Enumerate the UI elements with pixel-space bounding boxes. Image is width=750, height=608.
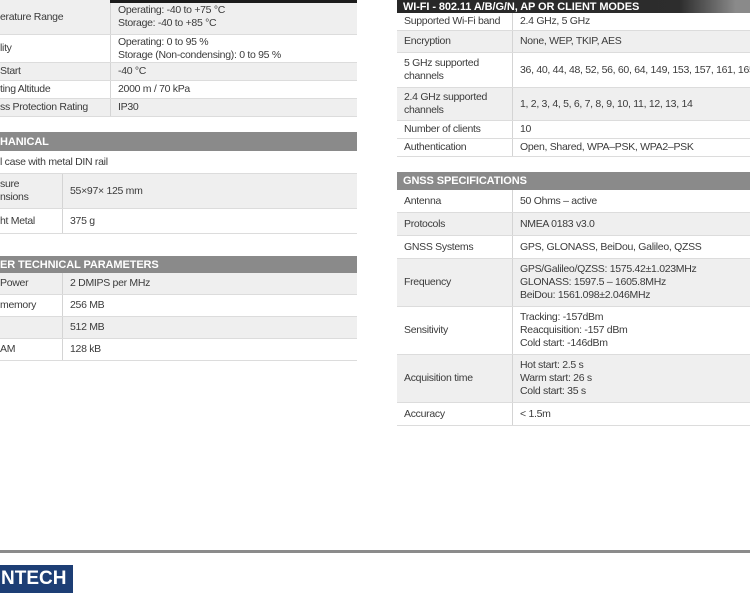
spec-label: ht Metal xyxy=(0,214,35,227)
spec-value: 2000 m / 70 kPa xyxy=(110,81,357,98)
table-row: Frequency GPS/Galileo/QZSS: 1575.42±1.02… xyxy=(397,259,750,307)
spec-value: 36, 40, 44, 48, 52, 56, 60, 64, 149, 153… xyxy=(512,53,750,87)
mechanical-table: HANICAL l case with metal DIN rail sure … xyxy=(0,132,357,234)
cut-header-strip xyxy=(110,0,357,3)
table-row: Supported Wi-Fi band 2.4 GHz, 5 GHz xyxy=(397,13,750,31)
spec-label: GNSS Systems xyxy=(404,240,474,253)
table-row: ting Altitude 2000 m / 70 kPa xyxy=(0,81,357,99)
table-row: 2.4 GHz supported channels 1, 2, 3, 4, 5… xyxy=(397,88,750,121)
table-row: GNSS Systems GPS, GLONASS, BeiDou, Galil… xyxy=(397,236,750,259)
spec-value: 128 kB xyxy=(62,339,357,360)
spec-label: Sensitivity xyxy=(404,324,448,336)
spec-label: Start xyxy=(0,65,21,77)
spec-value: Operating: 0 to 95 % Storage (Non-conden… xyxy=(110,35,357,62)
table-row: Power 2 DMIPS per MHz xyxy=(0,273,357,295)
logo-text: NTECH xyxy=(1,568,67,589)
other-parameters-table: ER TECHNICAL PARAMETERS Power 2 DMIPS pe… xyxy=(0,256,357,361)
table-row: AM 128 kB xyxy=(0,339,357,361)
spec-label: Number of clients xyxy=(404,123,481,135)
spec-value: 1, 2, 3, 4, 5, 6, 7, 8, 9, 10, 11, 12, 1… xyxy=(512,88,750,120)
table-row: Accuracy < 1.5m xyxy=(397,403,750,426)
table-row: erature Range Operating: -40 to +75 °C S… xyxy=(0,0,357,35)
spec-value: Operating: -40 to +75 °C Storage: -40 to… xyxy=(110,0,357,34)
spec-label: memory xyxy=(0,299,37,311)
table-row: ss Protection Rating IP30 xyxy=(0,99,357,117)
gnss-table: GNSS SPECIFICATIONS Antenna 50 Ohms – ac… xyxy=(397,172,750,426)
spec-merged-value: l case with metal DIN rail xyxy=(0,155,108,168)
spec-label: Acquisition time xyxy=(404,372,473,384)
spec-value: IP30 xyxy=(110,99,357,116)
section-header: HANICAL xyxy=(0,132,357,151)
spec-value: 50 Ohms – active xyxy=(512,190,750,212)
footer-divider xyxy=(0,550,750,553)
spec-value: 2 DMIPS per MHz xyxy=(62,273,357,294)
spec-value: 375 g xyxy=(62,209,357,233)
spec-label: ting Altitude xyxy=(0,83,51,95)
table-row: lity Operating: 0 to 95 % Storage (Non-c… xyxy=(0,35,357,63)
table-row: l case with metal DIN rail xyxy=(0,151,357,174)
table-row: Sensitivity Tracking: -157dBm Reacquisit… xyxy=(397,307,750,355)
spec-value: < 1.5m xyxy=(512,403,750,425)
table-row: Encryption None, WEP, TKIP, AES xyxy=(397,31,750,53)
spec-label: lity xyxy=(0,42,12,54)
spec-value: Open, Shared, WPA–PSK, WPA2–PSK xyxy=(512,139,750,156)
spec-label: 5 GHz supported channels xyxy=(404,57,479,82)
spec-value: GPS/Galileo/QZSS: 1575.42±1.023MHz GLONA… xyxy=(512,259,750,306)
spec-label: AM xyxy=(0,343,16,355)
spec-value: 512 MB xyxy=(62,317,357,338)
spec-label: erature Range xyxy=(0,10,64,23)
advantech-logo: NTECH xyxy=(0,565,73,593)
spec-value: GPS, GLONASS, BeiDou, Galileo, QZSS xyxy=(512,236,750,258)
spec-value: 55×97× 125 mm xyxy=(62,174,357,208)
spec-label: sure nsions xyxy=(0,178,29,203)
spec-value: Tracking: -157dBm Reacquisition: -157 dB… xyxy=(512,307,750,354)
environment-table: erature Range Operating: -40 to +75 °C S… xyxy=(0,0,357,117)
spec-value: -40 °C xyxy=(110,63,357,80)
spec-value: NMEA 0183 v3.0 xyxy=(512,213,750,235)
section-header: ER TECHNICAL PARAMETERS xyxy=(0,256,357,273)
table-row: memory 256 MB xyxy=(0,295,357,317)
section-header: WI-FI - 802.11 A/B/G/N, AP OR CLIENT MOD… xyxy=(397,0,750,13)
wifi-table: WI-FI - 802.11 A/B/G/N, AP OR CLIENT MOD… xyxy=(397,0,750,157)
spec-value: 2.4 GHz, 5 GHz xyxy=(512,13,750,30)
table-row: Authentication Open, Shared, WPA–PSK, WP… xyxy=(397,139,750,157)
table-row: sure nsions 55×97× 125 mm xyxy=(0,174,357,209)
spec-value: 256 MB xyxy=(62,295,357,316)
spec-label: ss Protection Rating xyxy=(0,101,88,113)
table-row: Protocols NMEA 0183 v3.0 xyxy=(397,213,750,236)
table-row: Number of clients 10 xyxy=(397,121,750,139)
table-row: 5 GHz supported channels 36, 40, 44, 48,… xyxy=(397,53,750,88)
spec-value: Hot start: 2.5 s Warm start: 26 s Cold s… xyxy=(512,355,750,402)
spec-label: Frequency xyxy=(404,276,451,288)
spec-label: 2.4 GHz supported channels xyxy=(404,91,488,116)
spec-value: 10 xyxy=(512,121,750,138)
spec-label: Power xyxy=(0,277,29,289)
spec-label: Protocols xyxy=(404,217,446,230)
table-row: ht Metal 375 g xyxy=(0,209,357,234)
table-row: 512 MB xyxy=(0,317,357,339)
spec-label: Supported Wi-Fi band xyxy=(404,15,501,27)
section-header: GNSS SPECIFICATIONS xyxy=(397,172,750,190)
spec-value: None, WEP, TKIP, AES xyxy=(512,31,750,52)
table-row: Acquisition time Hot start: 2.5 s Warm s… xyxy=(397,355,750,403)
spec-label: Authentication xyxy=(404,141,467,153)
spec-label xyxy=(0,317,62,338)
spec-label: Antenna xyxy=(404,194,442,207)
spec-label: Encryption xyxy=(404,35,451,47)
spec-label: Accuracy xyxy=(404,407,445,420)
table-row: Start -40 °C xyxy=(0,63,357,81)
table-row: Antenna 50 Ohms – active xyxy=(397,190,750,213)
